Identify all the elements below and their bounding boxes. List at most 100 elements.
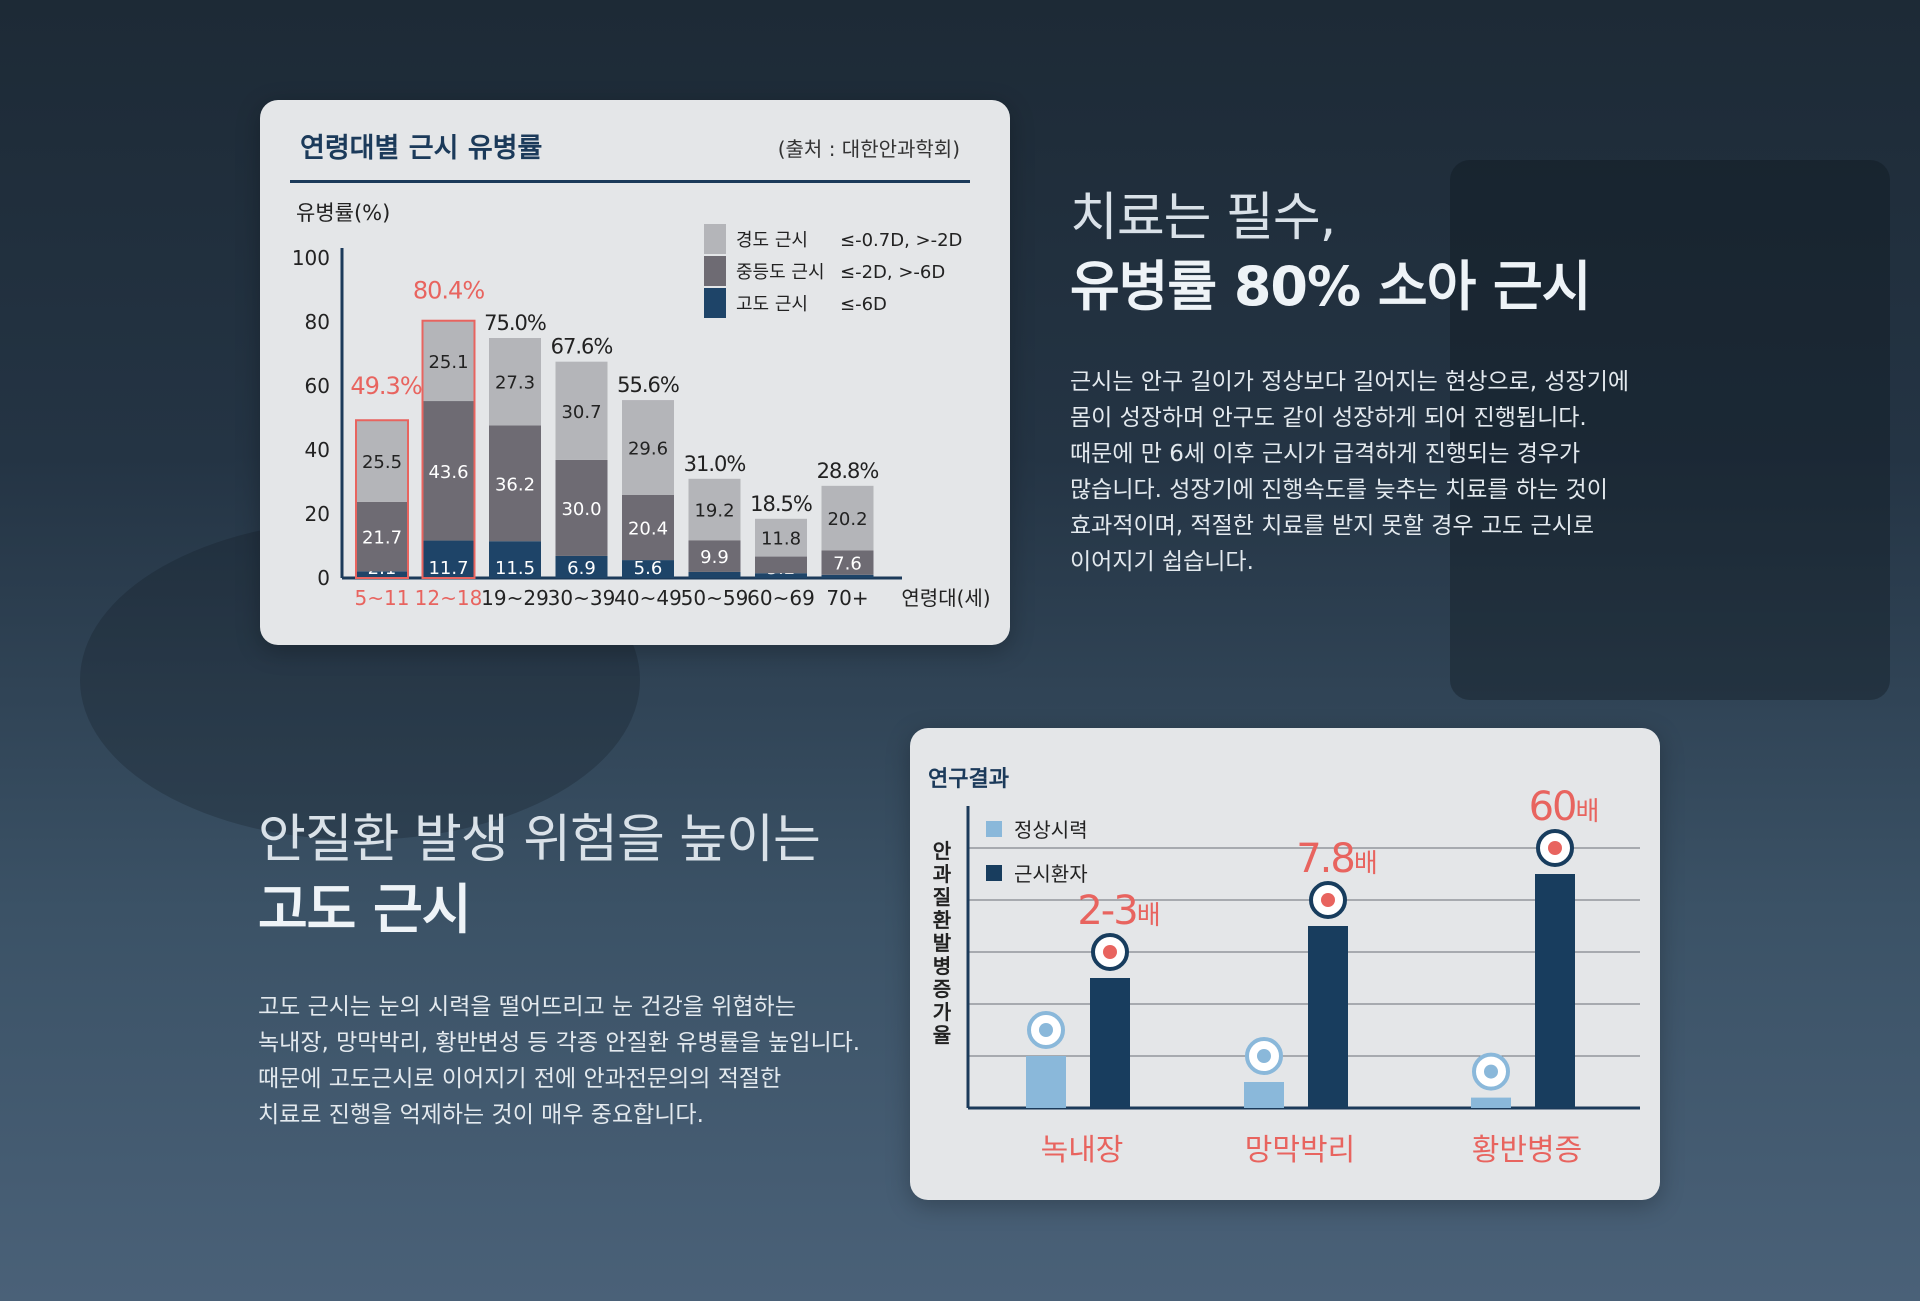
paragraph-line: 많습니다. 성장기에 진행속도를 늦추는 치료를 하는 것이 xyxy=(1070,477,1608,503)
y-axis-label-char: 안 xyxy=(933,839,952,863)
bar-value-label: 27.3 xyxy=(495,373,535,394)
title-divider xyxy=(290,180,970,183)
legend-label: 경도 근시 xyxy=(736,230,808,251)
bar-value-label: 25.1 xyxy=(428,352,468,373)
section-title-line1: 치료는 필수, xyxy=(1070,188,1336,248)
x-tick-label: 녹내장 xyxy=(1041,1133,1124,1168)
legend-label: 근시환자 xyxy=(1014,862,1088,886)
paragraph-line: 녹내장, 망막박리, 황반변성 등 각종 안질환 유병률을 높입니다. xyxy=(258,1030,861,1056)
y-axis-label-char: 병 xyxy=(933,954,951,978)
bar-value-label: 29.6 xyxy=(628,438,668,459)
bar-value-label: 30.0 xyxy=(561,499,601,520)
y-tick-label: 20 xyxy=(305,502,330,526)
bar-segment xyxy=(688,540,741,572)
highlight-frame xyxy=(355,419,409,579)
bar-total-label: 75.0% xyxy=(484,311,546,335)
legend-swatch xyxy=(986,865,1002,881)
bar-segment xyxy=(555,361,608,460)
paragraph-line: 때문에 고도근시로 이어지기 전에 안과전문의의 적절한 xyxy=(258,1066,782,1092)
legend-label: 정상시력 xyxy=(1014,818,1088,842)
bar-total-label: 80.4% xyxy=(413,277,484,305)
bar-segment xyxy=(821,574,874,578)
bar-segment xyxy=(622,494,674,561)
bar-segment xyxy=(622,560,674,578)
bar-total-label: 18.5% xyxy=(750,492,812,516)
bar-value-label: 25.5 xyxy=(362,452,402,473)
y-axis-label: 유병률(%) xyxy=(296,201,390,225)
legend-criterion: ≤-0.7D, >-2D xyxy=(840,230,962,251)
marker-normal-dot xyxy=(1257,1049,1271,1063)
x-tick-label: 30~39 xyxy=(548,586,616,610)
bar-segment xyxy=(555,555,608,578)
prevalence-chart-card: 연령대별 근시 유병률 (출처 : 대한안과학회) 유병률(%) 0 20 40 60 8… xyxy=(260,100,1010,645)
bar-myopia xyxy=(1535,874,1575,1108)
bar-normal xyxy=(1471,1097,1511,1108)
x-tick-label: 황반병증 xyxy=(1472,1133,1582,1168)
bar-value-label: 19.2 xyxy=(694,501,734,522)
bar-segment xyxy=(688,478,741,541)
x-tick-label: 5~11 xyxy=(355,586,410,610)
bar-segment xyxy=(489,338,541,426)
legend-swatch xyxy=(704,224,726,254)
legend-criterion: ≤-6D xyxy=(840,294,887,315)
bar-segment xyxy=(755,573,807,578)
section-title-line1: 안질환 발생 위험을 높이는 xyxy=(258,810,821,870)
paragraph-line: 몸이 성장하며 안구도 같이 성장하게 되어 진행됩니다. xyxy=(1070,405,1587,431)
x-tick-label: 60~69 xyxy=(747,586,815,610)
marker-myopia-dot xyxy=(1548,841,1562,855)
bar-normal xyxy=(1026,1056,1066,1108)
y-axis-label-char: 증 xyxy=(933,977,951,1001)
y-axis-label-char: 환 xyxy=(933,908,952,932)
chart-title: 연구결과 xyxy=(928,767,1009,792)
chart-source: (출처 : 대한안과학회) xyxy=(777,137,960,161)
y-tick-label: 40 xyxy=(305,438,330,462)
paragraph-line: 근시는 안구 길이가 정상보다 길어지는 현상으로, 성장기에 xyxy=(1070,369,1630,395)
ratio-value: 2-3 xyxy=(1077,888,1136,934)
x-axis-label: 연령대(세) xyxy=(901,586,990,610)
paragraph-line: 효과적이며, 적절한 치료를 받지 못할 경우 고도 근시로 xyxy=(1070,513,1595,539)
bar-segment xyxy=(356,571,408,578)
section-title-line2: 유병률 80% 소아 근시 xyxy=(1070,255,1591,318)
bar-segment xyxy=(755,518,807,557)
bar-value-label: 11.7 xyxy=(428,558,468,579)
bar-segment xyxy=(422,401,475,541)
y-axis-label-char: 가 xyxy=(933,1000,952,1024)
x-tick-label: 12~18 xyxy=(415,586,483,610)
bar-total-label: 55.6% xyxy=(617,373,679,397)
bar-segment xyxy=(555,459,608,556)
paragraph-line: 때문에 만 6세 이후 근시가 급격하게 진행되는 경우가 xyxy=(1070,441,1581,467)
marker-normal-dot xyxy=(1484,1064,1498,1079)
bar-total-label: 31.0% xyxy=(684,452,746,476)
bar-segment xyxy=(489,541,541,578)
background-shape xyxy=(1450,160,1890,700)
bar-segment xyxy=(356,420,408,502)
bar-myopia xyxy=(1308,926,1348,1108)
ratio-unit: 배 xyxy=(1137,901,1159,931)
paragraph-line: 고도 근시는 눈의 시력을 떨어뜨리고 눈 건강을 위협하는 xyxy=(258,994,796,1020)
bar-value-label: 30.7 xyxy=(561,402,601,423)
bar-total-label: 28.8% xyxy=(817,459,879,483)
bar-value-label: 43.6 xyxy=(428,462,468,483)
section-title-line2: 고도 근시 xyxy=(258,878,472,941)
ratio-annotation: 7.8배 xyxy=(1296,836,1376,882)
paragraph-line: 이어지기 쉽습니다. xyxy=(1070,549,1254,575)
y-tick-label: 80 xyxy=(305,310,330,334)
x-tick-label: 70+ xyxy=(826,586,868,610)
ratio-unit: 배 xyxy=(1354,849,1376,879)
marker-myopia-dot xyxy=(1321,893,1335,907)
bar-value-label: 21.7 xyxy=(362,528,402,549)
y-tick-label: 100 xyxy=(292,246,330,270)
paragraph-line: 치료로 진행을 억제하는 것이 매우 중요합니다. xyxy=(258,1102,704,1128)
bar-myopia xyxy=(1090,978,1130,1108)
x-tick-label: 40~49 xyxy=(614,586,682,610)
bar-value-label: 7.6 xyxy=(833,554,862,575)
legend-label: 중등도 근시 xyxy=(736,262,825,283)
bar-segment xyxy=(489,425,541,542)
bar-value-label: 9.9 xyxy=(700,547,729,568)
x-tick-label: 50~59 xyxy=(681,586,749,610)
bar-segment xyxy=(622,400,674,495)
bar-normal xyxy=(1244,1082,1284,1108)
